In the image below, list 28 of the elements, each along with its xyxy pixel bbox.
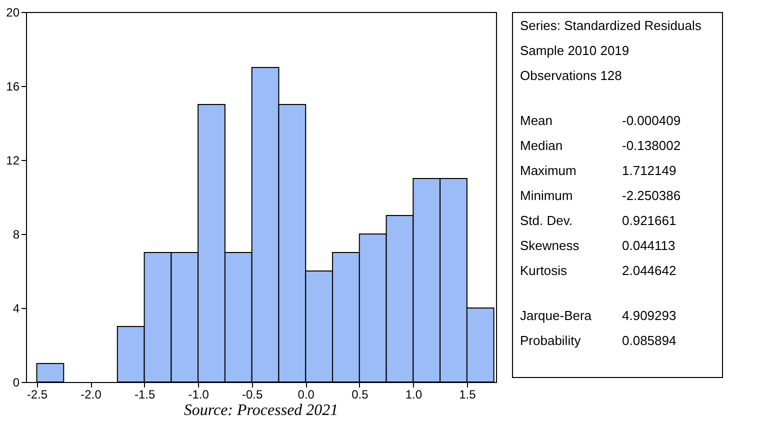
x-tick-label: 1.0 xyxy=(405,388,422,402)
y-tick-label: 4 xyxy=(12,302,20,316)
text: Std. Dev. 0.921661 xyxy=(520,213,676,228)
x-tick-label: -1.0 xyxy=(188,388,210,402)
x-tick-label: -2.5 xyxy=(26,388,48,402)
text: Jarque-Bera 4.909293 xyxy=(520,308,676,323)
text: Probability 0.085894 xyxy=(520,333,676,348)
text: Series: Standardized Residuals xyxy=(520,18,702,33)
text: Sample 2010 2019 xyxy=(520,43,630,58)
text: Minimum -2.250386 xyxy=(520,188,681,203)
x-tick-label: -1.5 xyxy=(134,388,156,402)
y-tick-label: 0 xyxy=(12,376,20,390)
text: Median -0.138002 xyxy=(520,138,681,153)
text: Mean -0.000409 xyxy=(520,113,681,128)
y-tick-label: 12 xyxy=(6,154,20,168)
source-note: Source: Processed 2021 xyxy=(184,402,338,419)
x-tick-label: 0.0 xyxy=(298,388,315,402)
y-tick-label: 16 xyxy=(6,80,20,94)
x-tick-label: -0.5 xyxy=(242,388,264,402)
x-tick-label: 0.5 xyxy=(352,388,369,402)
x-tick-label: -2.0 xyxy=(80,388,102,402)
text: Observations 128 xyxy=(520,68,622,83)
text: Skewness 0.044113 xyxy=(520,238,676,253)
y-tick-label: 8 xyxy=(12,228,20,242)
text: Maximum 1.712149 xyxy=(520,163,676,178)
text: Kurtosis 2.044642 xyxy=(520,263,676,278)
y-tick-label: 20 xyxy=(6,6,20,20)
x-tick-label: 1.5 xyxy=(459,388,476,402)
